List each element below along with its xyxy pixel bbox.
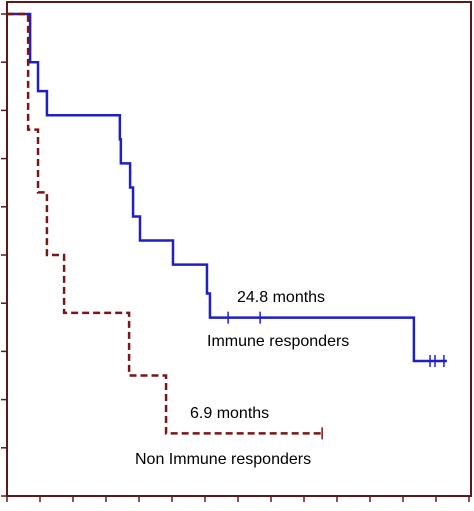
annotation: Immune responders bbox=[207, 333, 349, 350]
survival-curve bbox=[7, 12, 323, 435]
plot-frame bbox=[6, 1, 472, 497]
annotation: Non Immune responders bbox=[135, 451, 311, 468]
annotation: 24.8 months bbox=[237, 289, 325, 306]
survival-curve bbox=[7, 12, 447, 363]
annotation: 6.9 months bbox=[190, 405, 269, 422]
